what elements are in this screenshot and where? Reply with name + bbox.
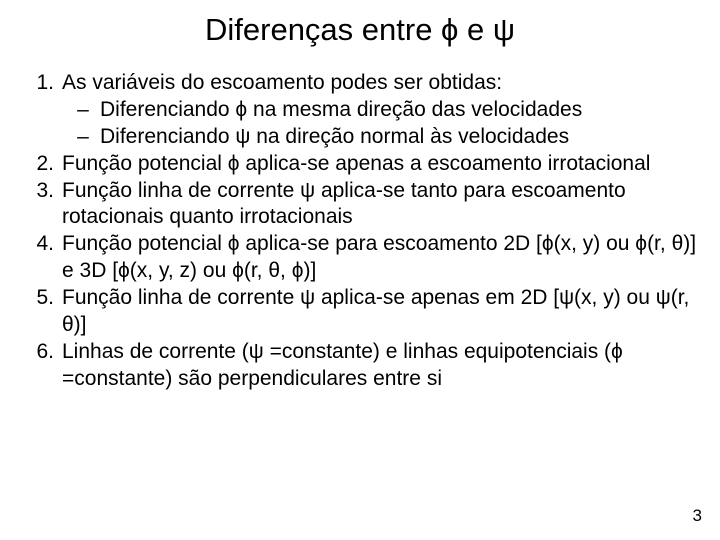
list-item: 4. Função potencial ϕ aplica-se para esc… [22, 231, 698, 285]
page-number: 3 [693, 506, 702, 526]
item-number: 2. [22, 151, 62, 178]
sub-item: – Diferenciando ψ na direção normal às v… [22, 124, 698, 151]
dash-icon: – [66, 97, 100, 124]
slide-title: Diferenças entre ϕ e ψ [22, 12, 698, 48]
item-text: Função potencial ϕ aplica-se apenas a es… [62, 151, 698, 178]
list-item: 3. Função linha de corrente ψ aplica-se … [22, 178, 698, 232]
item-number: 4. [22, 231, 62, 285]
item-number: 1. [22, 70, 62, 97]
dash-icon: – [66, 124, 100, 151]
list-item: 5. Função linha de corrente ψ aplica-se … [22, 285, 698, 339]
numbered-list: 1. As variáveis do escoamento podes ser … [22, 70, 698, 393]
sub-text: Diferenciando ϕ na mesma direção das vel… [100, 97, 698, 124]
item-text: As variáveis do escoamento podes ser obt… [62, 70, 698, 97]
item-number: 3. [22, 178, 62, 232]
item-number: 6. [22, 339, 62, 393]
item-text: Linhas de corrente (ψ =constante) e linh… [62, 339, 698, 393]
item-text: Função potencial ϕ aplica-se para escoam… [62, 231, 698, 285]
list-item: 6. Linhas de corrente (ψ =constante) e l… [22, 339, 698, 393]
item-text: Função linha de corrente ψ aplica-se ape… [62, 285, 698, 339]
sub-item: – Diferenciando ϕ na mesma direção das v… [22, 97, 698, 124]
list-item: 2. Função potencial ϕ aplica-se apenas a… [22, 151, 698, 178]
item-text: Função linha de corrente ψ aplica-se tan… [62, 178, 698, 232]
item-number: 5. [22, 285, 62, 339]
sub-text: Diferenciando ψ na direção normal às vel… [100, 124, 698, 151]
list-item: 1. As variáveis do escoamento podes ser … [22, 70, 698, 97]
